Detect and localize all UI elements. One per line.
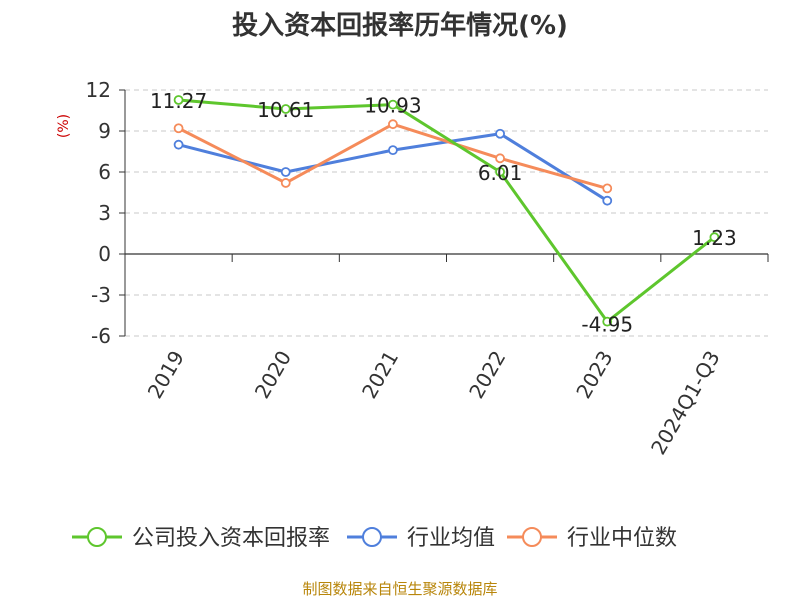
data-label: 10.93 bbox=[364, 94, 421, 118]
data-point bbox=[602, 195, 613, 206]
data-point bbox=[602, 183, 613, 194]
y-tick-label: -6 bbox=[91, 324, 111, 348]
y-tick-label: 0 bbox=[98, 242, 111, 266]
data-point bbox=[173, 139, 184, 150]
data-label: -4.95 bbox=[581, 313, 633, 337]
data-label: 11.27 bbox=[150, 89, 207, 113]
data-point bbox=[388, 99, 398, 110]
legend-item: 公司投入资本回报率 bbox=[72, 526, 330, 551]
x-tick-label: 2023 bbox=[571, 347, 617, 403]
legend-marker bbox=[87, 527, 107, 547]
series-line bbox=[177, 122, 609, 190]
data-labels: 11.27 10.61 10.93 6.01 -4.95 1.23 bbox=[150, 89, 737, 337]
x-tick-label: 2019 bbox=[143, 347, 189, 403]
data-point bbox=[280, 167, 291, 177]
y-tick-label: 12 bbox=[86, 78, 111, 102]
legend: 公司投入资本回报率 行业均值 行业中位数 bbox=[72, 526, 677, 551]
chart-title: 投入资本回报率历年情况(%) bbox=[232, 10, 568, 41]
grid-lines bbox=[125, 89, 768, 337]
data-point bbox=[495, 153, 505, 164]
x-tick-label: 2020 bbox=[250, 347, 296, 403]
y-axis-unit-label: (%) bbox=[56, 114, 72, 138]
series-lines bbox=[173, 95, 720, 327]
legend-item: 行业均值 bbox=[347, 526, 495, 551]
data-point bbox=[173, 123, 184, 134]
data-point bbox=[280, 104, 291, 114]
x-tick-labels: 2019 2020 2021 2022 2023 2024Q1-Q3 bbox=[143, 347, 725, 459]
x-tick-label: 2024Q1-Q3 bbox=[646, 347, 725, 459]
axes bbox=[119, 89, 769, 337]
data-point bbox=[709, 232, 720, 243]
y-tick-label: -3 bbox=[91, 283, 111, 307]
y-tick-label: 6 bbox=[98, 160, 111, 184]
data-point bbox=[602, 316, 613, 327]
series-line bbox=[177, 98, 716, 324]
legend-label: 行业中位数 bbox=[567, 526, 677, 551]
y-tick-label: 9 bbox=[98, 119, 111, 143]
legend-marker bbox=[362, 527, 382, 547]
x-tick-label: 2021 bbox=[357, 347, 403, 403]
data-label: 6.01 bbox=[478, 161, 523, 185]
legend-marker bbox=[522, 527, 542, 547]
data-label: 1.23 bbox=[692, 226, 737, 250]
data-point bbox=[173, 95, 184, 105]
data-point bbox=[495, 128, 505, 139]
legend-label: 行业均值 bbox=[407, 526, 495, 551]
source-note: 制图数据来自恒生聚源数据库 bbox=[302, 580, 497, 598]
data-point bbox=[280, 178, 291, 188]
data-label: 10.61 bbox=[257, 98, 314, 122]
data-point bbox=[388, 119, 398, 130]
x-tick-label: 2022 bbox=[464, 347, 510, 403]
data-point bbox=[388, 145, 398, 156]
y-tick-labels: 12 9 6 3 0 -3 -6 bbox=[86, 78, 111, 348]
legend-label: 公司投入资本回报率 bbox=[132, 526, 330, 551]
data-point bbox=[495, 166, 505, 177]
legend-item: 行业中位数 bbox=[507, 526, 677, 551]
series-line bbox=[177, 132, 609, 203]
y-tick-label: 3 bbox=[98, 201, 111, 225]
